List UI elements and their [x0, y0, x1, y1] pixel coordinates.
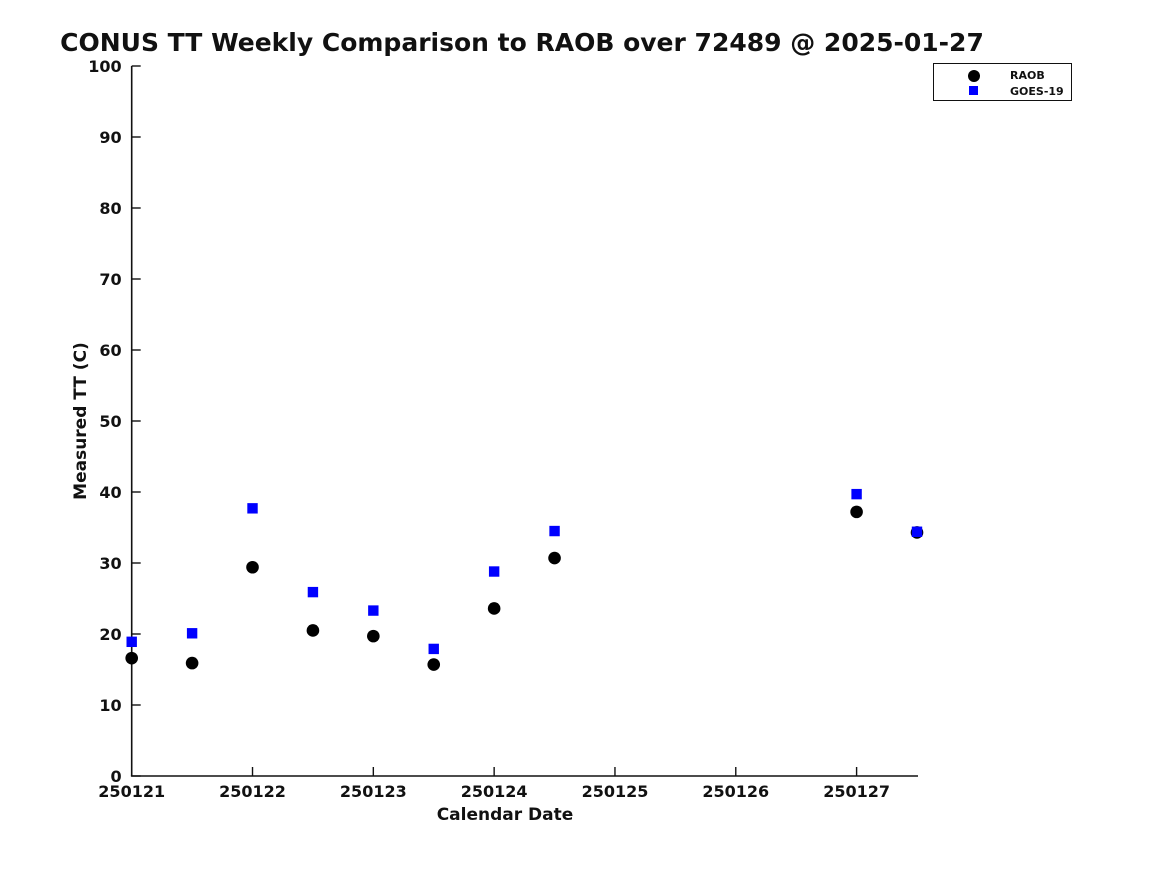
y-tick-label: 80 — [99, 199, 121, 218]
x-tick-label: 250121 — [98, 782, 165, 801]
y-tick-label: 30 — [99, 554, 121, 573]
chart-title: CONUS TT Weekly Comparison to RAOB over … — [60, 28, 984, 57]
data-point-raob — [487, 602, 501, 615]
circle-marker-icon — [968, 70, 980, 82]
legend-label-raob: RAOB — [1010, 69, 1045, 82]
x-tick-label: 250123 — [340, 782, 407, 801]
data-point-raob — [185, 656, 199, 670]
data-point-goes19 — [549, 525, 560, 537]
y-tick-label: 100 — [88, 57, 121, 76]
x-axis-label: Calendar Date — [436, 805, 574, 825]
x-tick-label: 250122 — [219, 782, 286, 801]
y-tick-label: 20 — [99, 625, 121, 644]
square-marker-icon — [969, 86, 978, 95]
data-point-raob — [427, 658, 441, 671]
data-point-goes19 — [428, 643, 439, 655]
x-tick-label: 250127 — [823, 782, 890, 801]
data-point-goes19 — [488, 566, 500, 577]
data-point-raob — [548, 551, 561, 565]
y-tick-label: 0 — [111, 767, 122, 786]
y-tick-label: 60 — [99, 341, 121, 360]
y-tick-label: 40 — [99, 483, 121, 502]
data-point-goes19 — [126, 636, 137, 648]
y-tick-label: 70 — [99, 270, 121, 289]
data-point-raob — [306, 624, 320, 637]
y-tick-label: 90 — [99, 128, 121, 147]
data-point-goes19 — [911, 526, 923, 537]
x-tick-label: 250126 — [702, 782, 769, 801]
y-tick-label: 50 — [99, 412, 121, 431]
data-point-goes19 — [307, 586, 319, 598]
x-tick-label: 250124 — [461, 782, 528, 801]
data-point-goes19 — [851, 488, 862, 500]
data-point-raob — [367, 629, 380, 643]
data-point-goes19 — [368, 605, 379, 616]
legend-label-goes19: GOES-19 — [1010, 85, 1064, 98]
data-point-goes19 — [247, 503, 258, 514]
data-point-raob — [850, 505, 863, 519]
x-tick-label: 250125 — [582, 782, 649, 801]
data-point-raob — [125, 651, 138, 665]
data-point-goes19 — [186, 628, 198, 639]
legend: RAOB GOES-19 — [933, 63, 1072, 101]
data-point-raob — [246, 560, 259, 574]
y-tick-label: 10 — [99, 696, 121, 715]
